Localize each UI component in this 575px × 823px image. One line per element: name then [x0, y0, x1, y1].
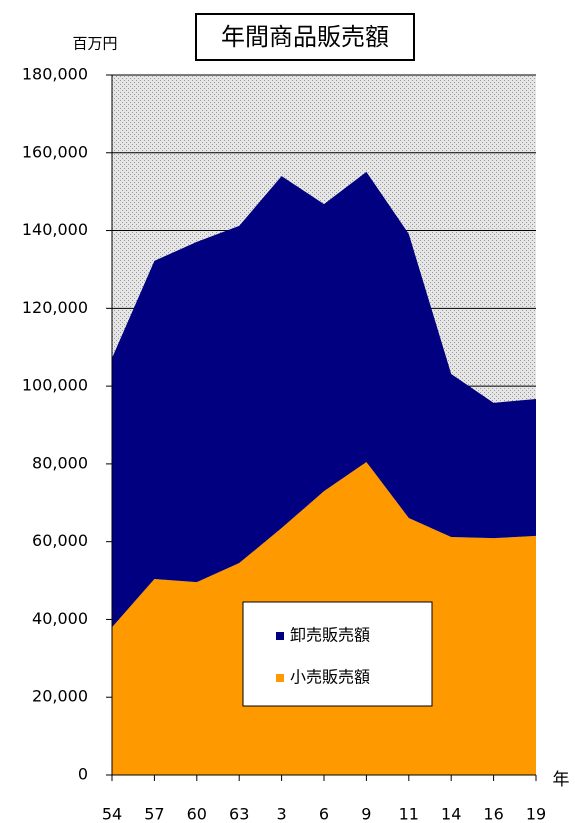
x-tick-label: 63 [229, 805, 249, 823]
x-tick-label: 9 [361, 805, 371, 823]
title-box [195, 13, 415, 61]
x-tick-label: 16 [483, 805, 503, 823]
y-tick-label: 60,000 [32, 531, 88, 550]
y-tick-label: 100,000 [22, 376, 88, 395]
legend-swatch [276, 632, 284, 640]
y-tick-label: 120,000 [22, 298, 88, 317]
y-axis-label: 百万円 [72, 35, 117, 53]
x-tick-label: 19 [526, 805, 546, 823]
x-tick-label: 14 [441, 805, 461, 823]
legend-swatch [276, 674, 284, 682]
x-tick-label: 11 [399, 805, 419, 823]
legend-label: 卸売販売額 [290, 626, 370, 645]
x-tick-label: 6 [319, 805, 329, 823]
x-tick-label: 3 [277, 805, 287, 823]
y-tick-label: 0 [78, 765, 88, 784]
x-axis-label: 年 [553, 770, 570, 790]
y-tick-label: 180,000 [22, 65, 88, 84]
legend-label: 小売販売額 [290, 668, 370, 687]
area [112, 171, 536, 628]
y-tick-label: 80,000 [32, 453, 88, 472]
y-tick-label: 160,000 [22, 142, 88, 161]
chart-title: 年間商品販売額 [221, 23, 389, 51]
x-tick-label: 60 [187, 805, 207, 823]
legend-box [242, 601, 433, 707]
y-tick-label: 20,000 [32, 687, 88, 706]
y-tick-label: 40,000 [32, 609, 88, 628]
x-tick-label: 54 [102, 805, 122, 823]
x-tick-label: 57 [144, 805, 164, 823]
y-tick-label: 140,000 [22, 220, 88, 239]
